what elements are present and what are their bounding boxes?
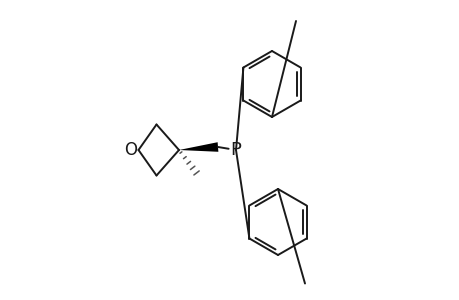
- Polygon shape: [179, 142, 218, 152]
- Text: O: O: [124, 141, 137, 159]
- Text: P: P: [230, 141, 241, 159]
